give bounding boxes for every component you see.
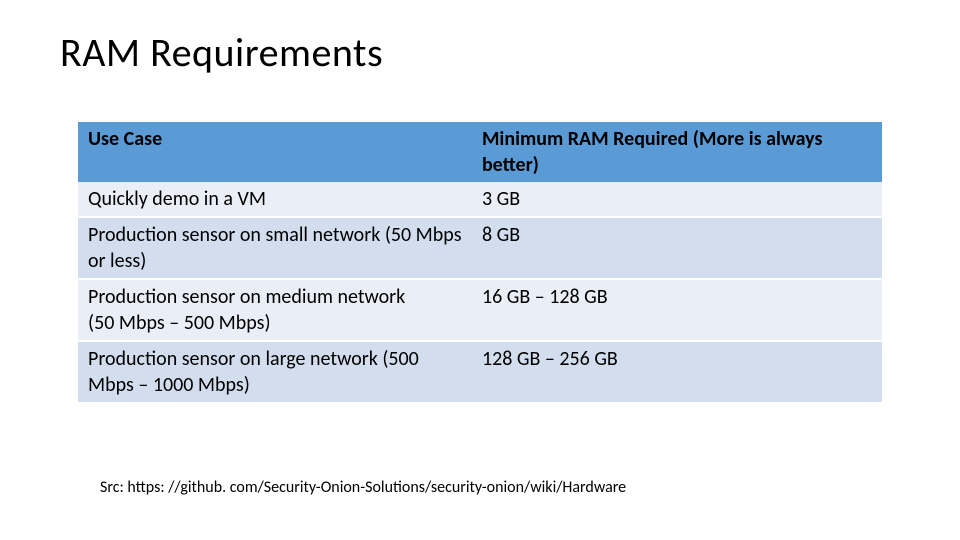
ram-requirements-table: Use Case Minimum RAM Required (More is a… (78, 122, 882, 402)
col-header-ram: Minimum RAM Required (More is always bet… (472, 122, 882, 182)
slide: RAM Requirements Use Case Minimum RAM Re… (0, 0, 960, 540)
cell-usecase: Quickly demo in a VM (78, 182, 472, 217)
cell-usecase: Production sensor on small network (50 M… (78, 217, 472, 279)
cell-usecase: Production sensor on medium network (50 … (78, 279, 472, 341)
table-row: Production sensor on small network (50 M… (78, 217, 882, 279)
table-row: Quickly demo in a VM 3 GB (78, 182, 882, 217)
cell-ram: 128 GB – 256 GB (472, 341, 882, 402)
cell-ram: 8 GB (472, 217, 882, 279)
col-header-usecase: Use Case (78, 122, 472, 182)
cell-ram: 16 GB – 128 GB (472, 279, 882, 341)
source-citation: Src: https: //github. com/Security-Onion… (100, 478, 626, 497)
table-row: Production sensor on medium network (50 … (78, 279, 882, 341)
page-title: RAM Requirements (60, 28, 383, 77)
table-header-row: Use Case Minimum RAM Required (More is a… (78, 122, 882, 182)
cell-ram: 3 GB (472, 182, 882, 217)
ram-table-container: Use Case Minimum RAM Required (More is a… (78, 122, 882, 402)
table-row: Production sensor on large network (500 … (78, 341, 882, 402)
cell-usecase: Production sensor on large network (500 … (78, 341, 472, 402)
